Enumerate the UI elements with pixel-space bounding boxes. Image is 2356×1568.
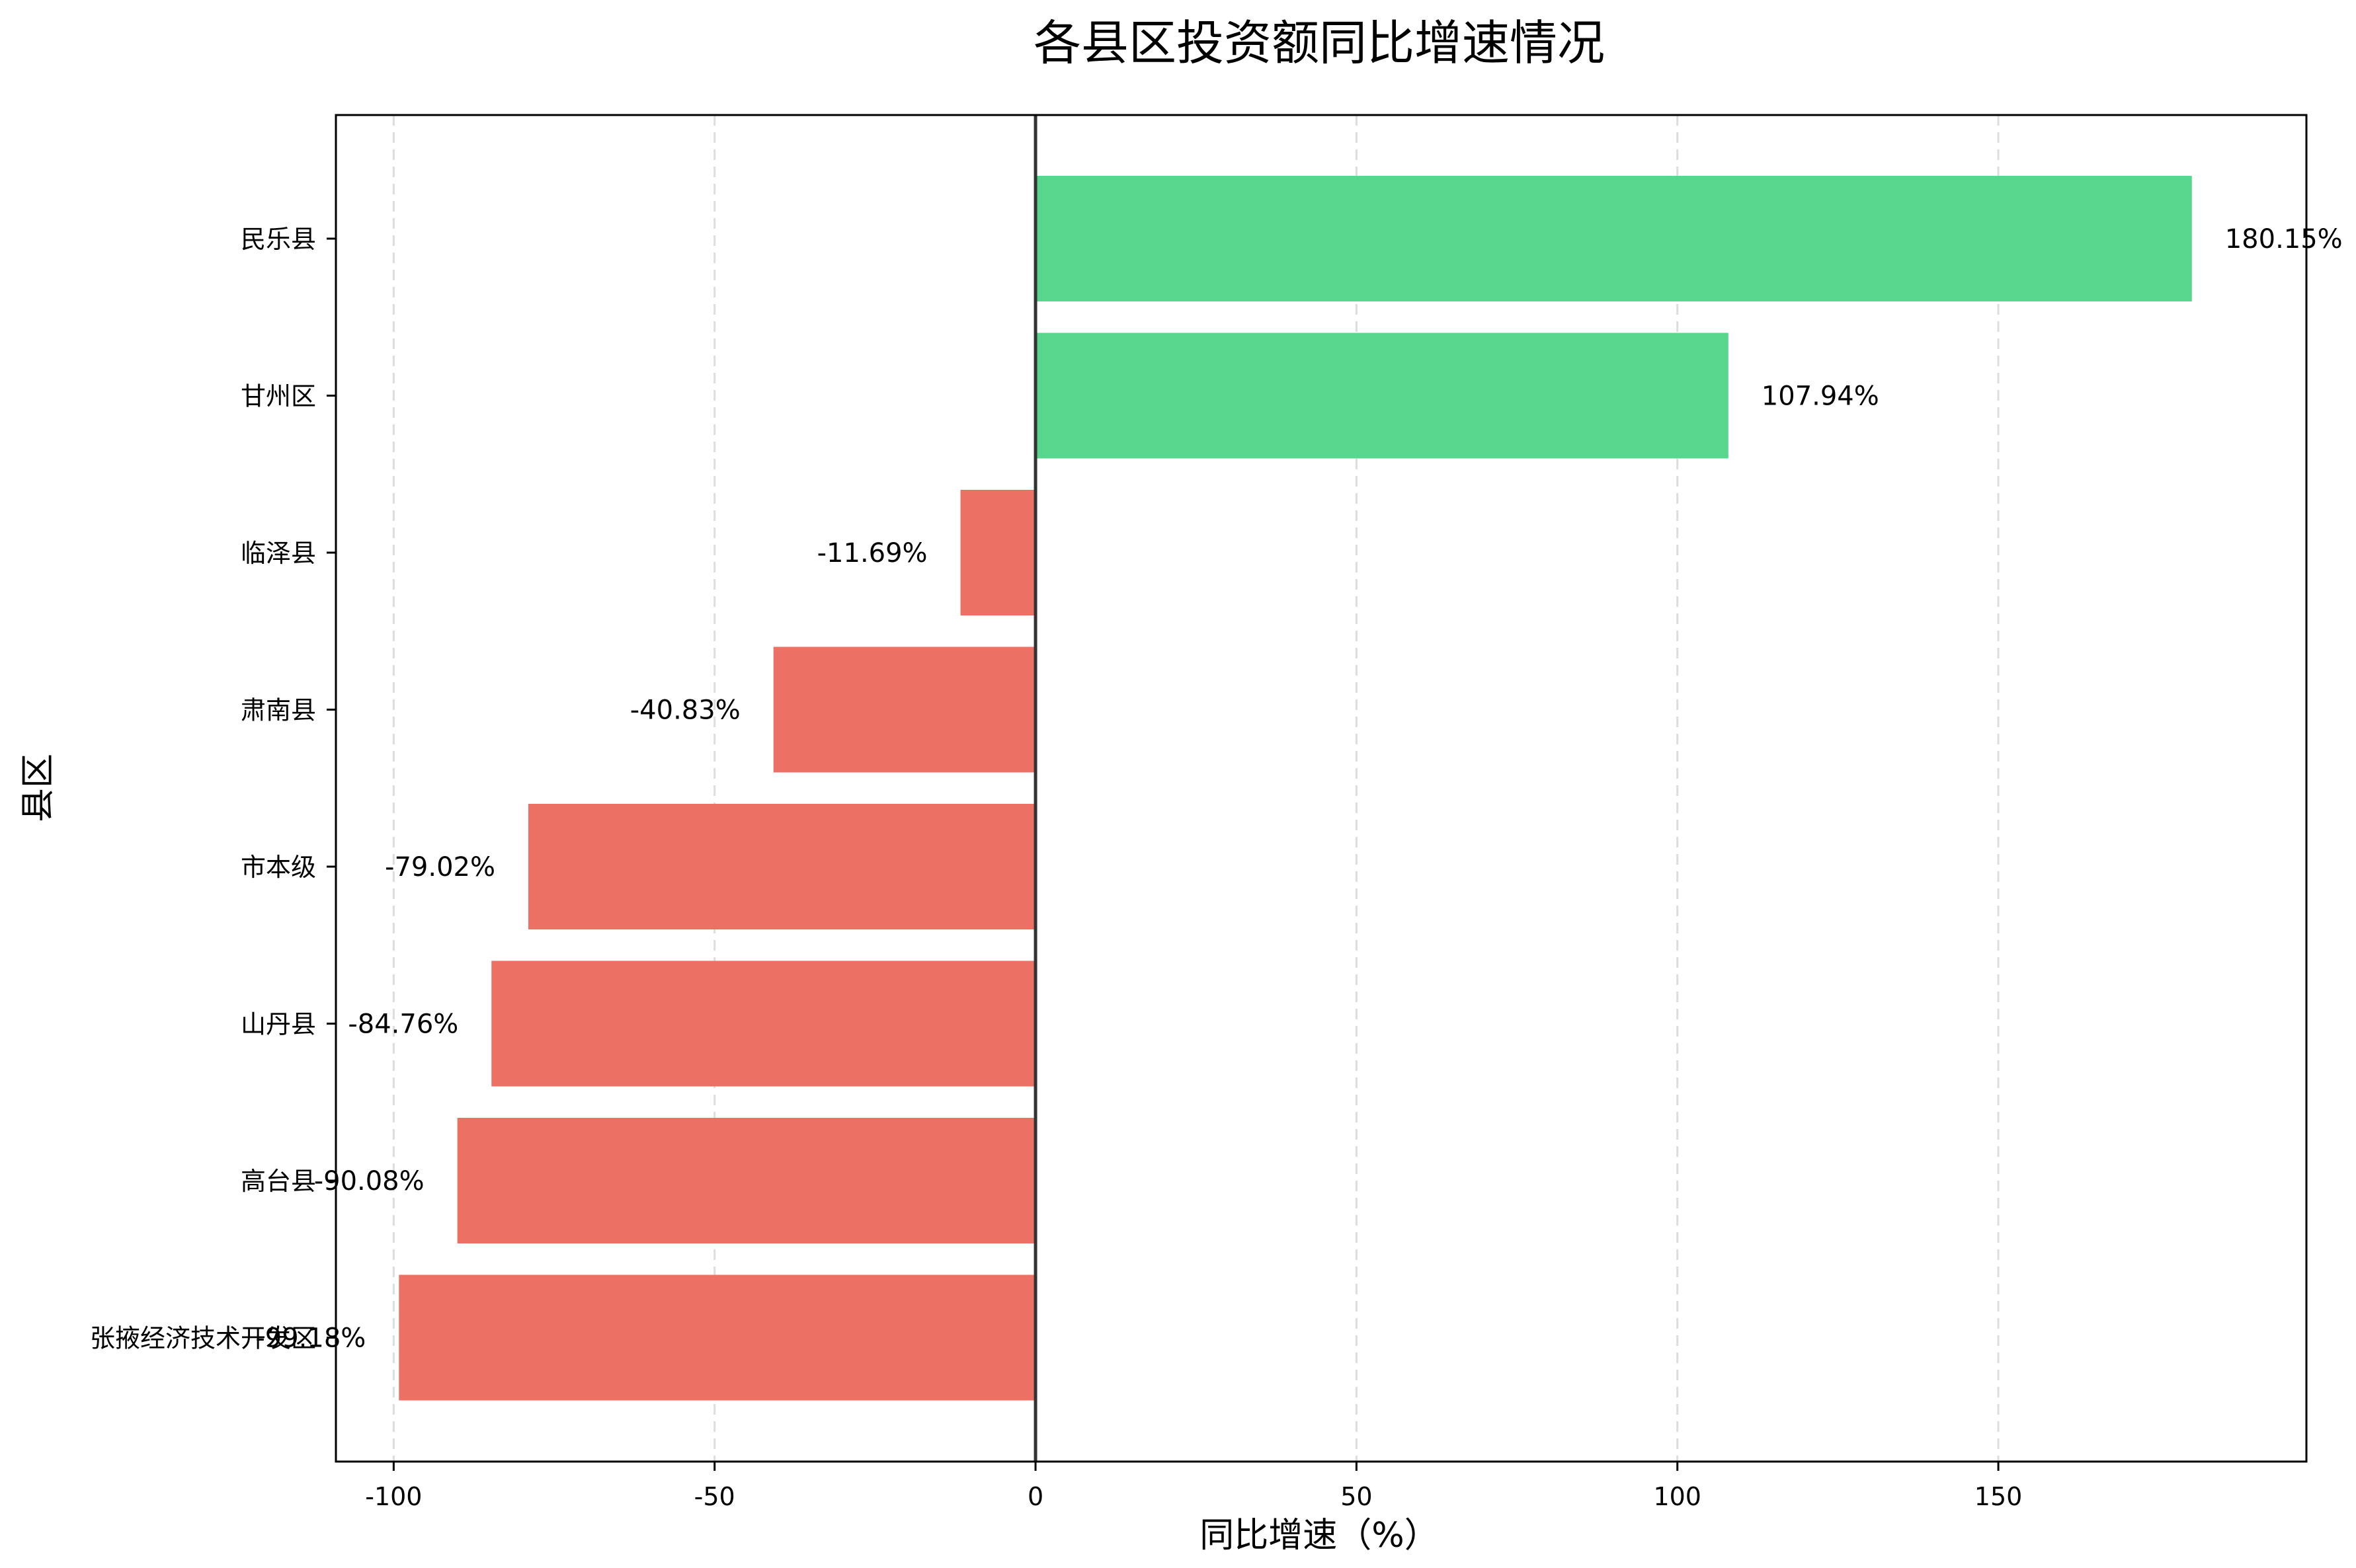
- x-tick-label: 150: [1974, 1482, 2023, 1511]
- bars: [399, 176, 2192, 1401]
- y-tick-label: 民乐县: [241, 225, 316, 254]
- bar: [1036, 333, 1728, 459]
- x-tick-label: 0: [1028, 1482, 1043, 1511]
- grid-lines: [392, 115, 2000, 1462]
- bar: [491, 960, 1036, 1087]
- bar: [528, 804, 1036, 929]
- y-tick-label: 临泽县: [241, 539, 316, 568]
- bar: [1036, 176, 2192, 301]
- data-label: -11.69%: [817, 538, 928, 568]
- y-tick-label: 山丹县: [241, 1010, 316, 1039]
- data-labels: 180.15% 107.94% -11.69% -40.83% -79.02% -84.7…: [255, 224, 2342, 1354]
- bar: [399, 1274, 1036, 1401]
- y-tick-label: 高台县: [241, 1167, 316, 1196]
- data-label: -40.83%: [630, 695, 741, 726]
- x-tick-label: -100: [365, 1482, 422, 1511]
- data-label: 107.94%: [1762, 381, 1879, 412]
- x-tick-label: 100: [1653, 1482, 1701, 1511]
- data-label: -90.08%: [314, 1166, 425, 1196]
- chart-title: 各县区投资额同比增速情况: [1034, 15, 1605, 71]
- y-tick-label: 市本级: [241, 853, 316, 882]
- x-tick-label: -50: [694, 1482, 735, 1511]
- data-label: -79.02%: [385, 852, 495, 882]
- data-label: -84.76%: [348, 1009, 458, 1040]
- x-axis-ticks: -100 -50 0 50 100 150: [365, 1462, 2022, 1511]
- bar: [773, 647, 1036, 773]
- plot-frame: [335, 114, 2308, 1463]
- y-tick-label: 肃南县: [241, 696, 316, 725]
- y-tick-label: 张掖经济技术开发区: [90, 1324, 316, 1353]
- bar: [960, 490, 1036, 615]
- data-label: -99.18%: [255, 1323, 366, 1354]
- y-tick-label: 甘州区: [241, 382, 316, 411]
- bar: [457, 1118, 1036, 1243]
- x-axis-label: 同比增速（%）: [1199, 1516, 1438, 1555]
- x-tick-label: 50: [1340, 1482, 1372, 1511]
- y-axis-label: 县区: [19, 754, 58, 822]
- data-label: 180.15%: [2225, 224, 2343, 255]
